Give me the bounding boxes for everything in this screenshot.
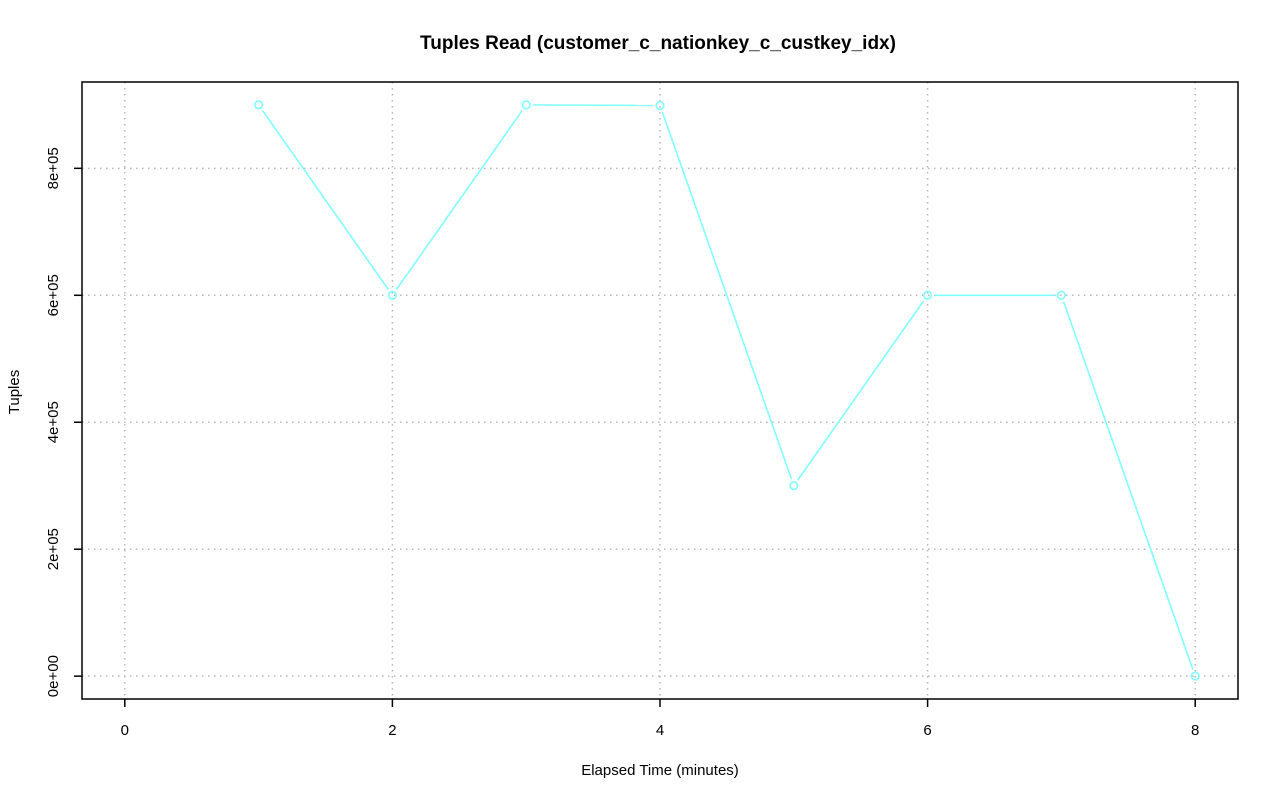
y-tick-label-2: 4e+05 <box>45 401 62 443</box>
y-tick-label-1: 2e+05 <box>45 528 62 570</box>
y-tick-label-0: 0e+00 <box>45 655 62 697</box>
plot-frame <box>81 81 1239 700</box>
series-segment-2 <box>533 104 654 107</box>
x-tick-label-0: 0 <box>121 722 129 739</box>
x-axis: 0 2 4 6 8 <box>121 699 1199 739</box>
data-point-3 <box>655 100 665 111</box>
x-axis-label: Elapsed Time (minutes) <box>581 762 739 779</box>
data-point-4 <box>789 481 799 491</box>
y-axis: 0e+00 2e+05 4e+05 6e+05 8e+05 <box>45 147 82 697</box>
x-tick-label-2: 4 <box>656 722 664 739</box>
series-line <box>254 100 1200 681</box>
data-point-6 <box>1056 290 1066 300</box>
data-point-1 <box>387 290 398 300</box>
series-segment-6 <box>1062 301 1194 670</box>
y-axis-label: Tuples <box>6 370 23 414</box>
series-segment-4 <box>797 300 925 481</box>
series-segment-3 <box>661 111 793 480</box>
data-point-2 <box>521 100 531 110</box>
data-point-0 <box>254 100 264 110</box>
series-segment-0 <box>261 110 390 291</box>
x-tick-label-4: 8 <box>1191 722 1199 739</box>
y-tick-label-4: 8e+05 <box>45 147 62 189</box>
x-tick-label-3: 6 <box>923 722 931 739</box>
data-point-7 <box>1190 671 1200 681</box>
x-tick-label-1: 2 <box>388 722 396 739</box>
y-tick-label-3: 6e+05 <box>45 274 62 316</box>
series-segment-1 <box>395 110 523 291</box>
chart-title: Tuples Read (customer_c_nationkey_c_cust… <box>420 33 896 54</box>
data-point-5 <box>922 290 933 300</box>
grid-lines <box>82 82 1238 699</box>
